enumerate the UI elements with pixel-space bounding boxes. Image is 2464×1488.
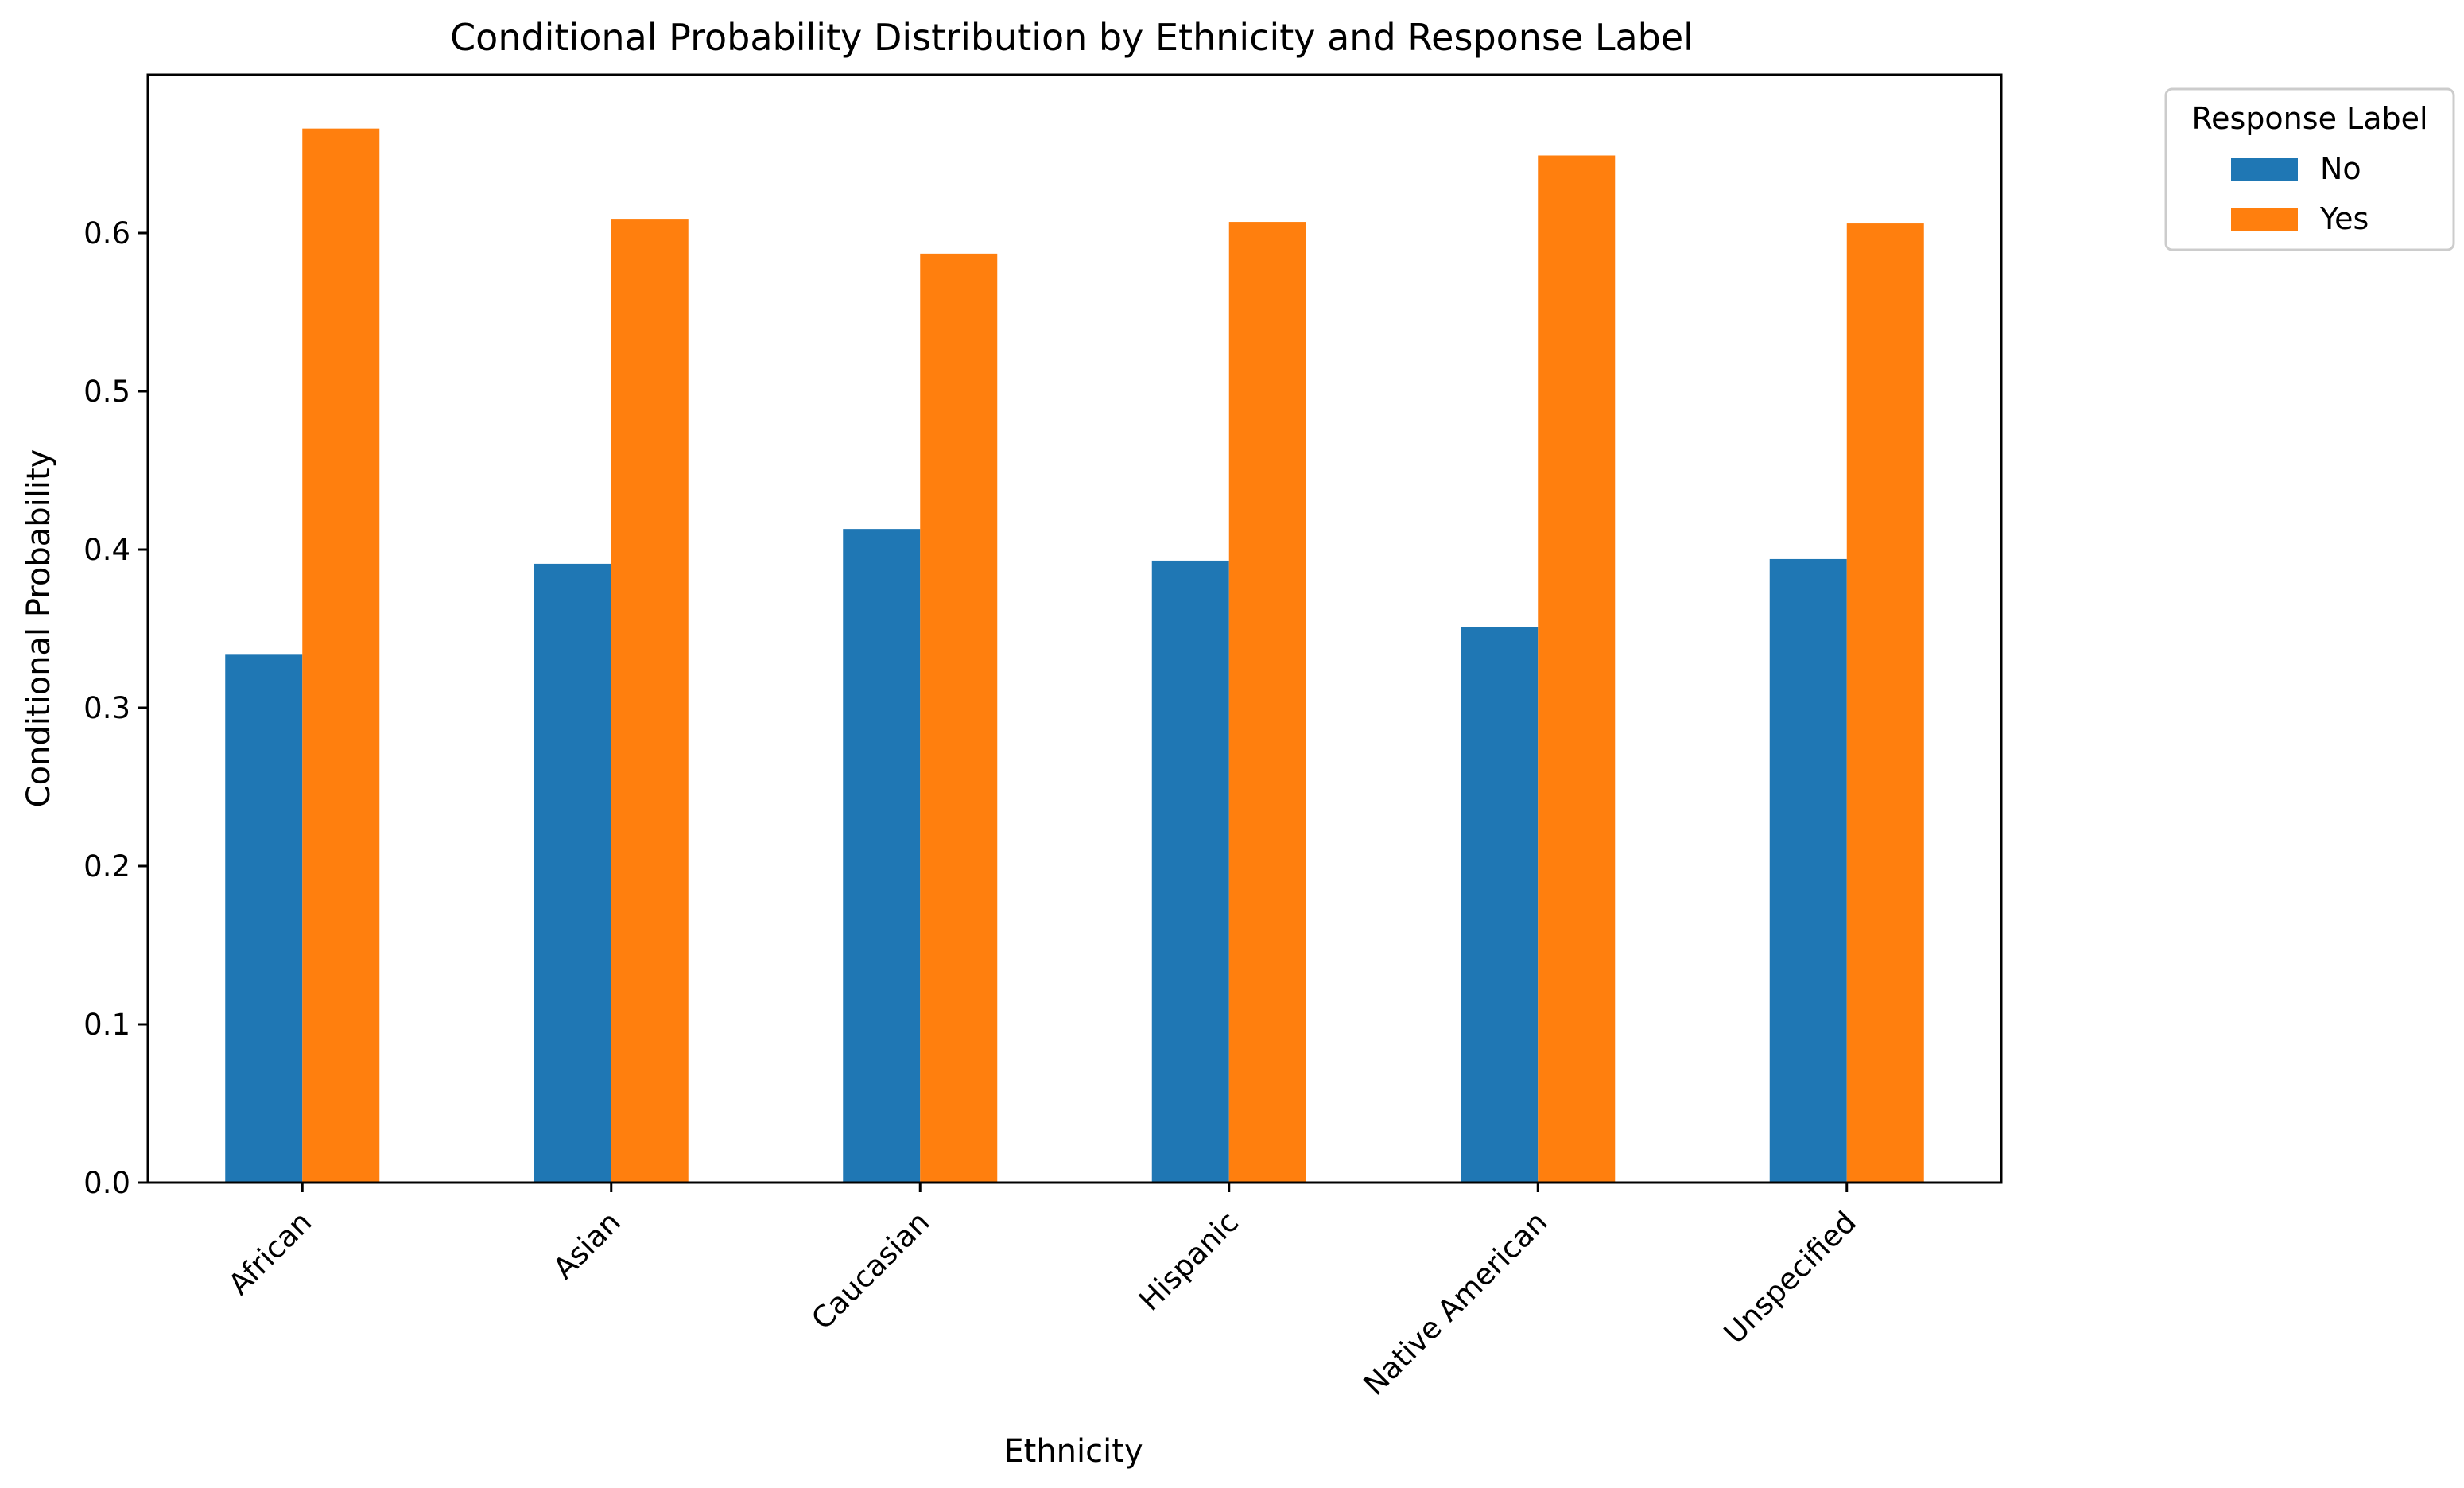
legend-entries: No Yes	[2231, 151, 2369, 236]
chart-title: Conditional Probability Distribution by …	[450, 16, 1694, 59]
bar-caucasian-yes	[920, 253, 998, 1183]
x-axis-label: Ethnicity	[1003, 1433, 1143, 1470]
x-axis: African Asian Caucasian Hispanic Native Amer…	[222, 1183, 1863, 1402]
bar-hispanic-yes	[1228, 222, 1306, 1183]
legend-label-yes: Yes	[2319, 201, 2369, 236]
legend-swatch-no	[2231, 158, 2298, 181]
y-tick-label: 0.4	[83, 533, 130, 567]
bar-native-american-yes	[1538, 155, 1616, 1183]
x-tick-label: Hispanic	[1132, 1205, 1245, 1318]
y-tick-label: 0.5	[83, 375, 130, 409]
x-tick-label: Caucasian	[805, 1205, 936, 1336]
y-tick-label: 0.6	[83, 216, 130, 251]
y-tick-label: 0.1	[83, 1008, 130, 1042]
legend: Response Label No Yes	[2164, 87, 2455, 251]
y-tick-label: 0.2	[83, 849, 130, 884]
bar-african-yes	[302, 128, 380, 1183]
bars-group	[225, 128, 1924, 1183]
y-tick-label: 0.3	[83, 691, 130, 725]
x-tick-label: Unspecified	[1717, 1205, 1863, 1350]
y-axis-label: Conditional Probability	[21, 449, 57, 808]
bar-unspecified-yes	[1846, 223, 1924, 1183]
x-tick-label: Asian	[546, 1205, 627, 1286]
plot-frame	[146, 73, 2003, 1184]
bar-hispanic-no	[1151, 560, 1229, 1183]
y-tick-label: 0.0	[83, 1166, 130, 1200]
x-tick-label: African	[222, 1205, 319, 1302]
bar-native-american-no	[1461, 627, 1539, 1183]
legend-title: Response Label	[2191, 101, 2427, 136]
bar-asian-no	[534, 563, 611, 1183]
bar-asian-yes	[611, 219, 689, 1183]
bar-african-no	[225, 654, 303, 1183]
legend-label-no: No	[2320, 151, 2361, 186]
bar-caucasian-no	[843, 529, 921, 1183]
legend-swatch-yes	[2231, 208, 2298, 231]
x-tick-label: Native American	[1357, 1205, 1554, 1402]
y-axis: 0.0 0.1 0.2 0.3 0.4 0.5 0.6	[83, 216, 148, 1200]
bar-unspecified-no	[1769, 558, 1847, 1183]
